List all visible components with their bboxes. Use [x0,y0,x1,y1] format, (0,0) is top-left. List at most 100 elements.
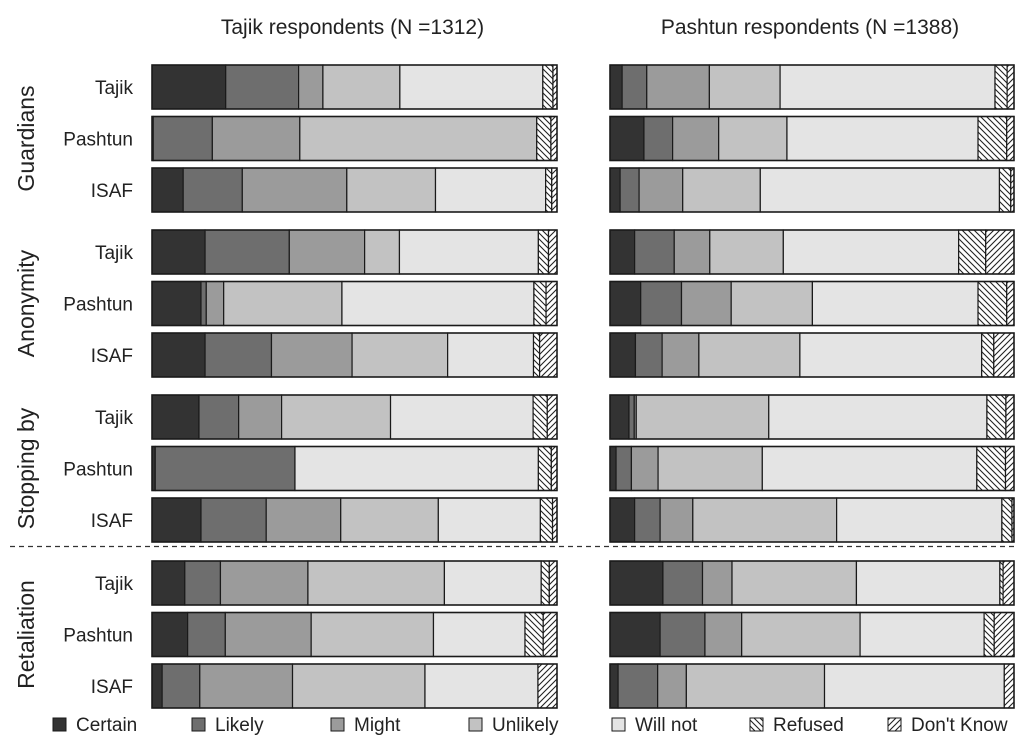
bar-segment-certain [609,560,664,606]
bar-segment-unlikely [307,560,446,606]
bar-segment-likely [640,280,683,327]
bar-segment-unlikely [310,611,435,658]
bar-segment-refused [986,394,1007,440]
bar-segment-refused [983,611,995,658]
group-label-retaliation: Retaliation [13,580,39,689]
bar-segment-will-not [799,332,983,378]
bar-segment-certain [609,663,619,709]
bar-outline [609,167,1015,213]
bar-segment-unlikely [709,229,784,275]
bar-segment-likely [200,280,207,327]
bar-segment-likely [634,229,675,275]
bar-segment-refused [998,167,1012,213]
legend-label-will-not: Will not [635,715,698,735]
bar-segment-might [672,115,720,162]
bar-segment-don-t-know [993,611,1015,658]
panel-title-pashtun: Pashtun respondents (N =1388) [661,16,959,39]
bar-segment-don-t-know [538,332,558,378]
bar-segment-will-not [294,445,539,492]
bar-segment-unlikely [731,560,858,606]
bar-segment-don-t-know [1003,663,1015,709]
bar-outline [151,229,558,275]
bar-segment-refused [532,332,541,378]
bar-segment-unlikely [281,394,392,440]
bar-outline [151,280,558,327]
bar-segment-don-t-know [993,332,1015,378]
bar-segment-might [638,167,684,213]
bar-outline [609,280,1015,327]
bar-outline [151,394,558,440]
row-label-isaf: ISAF [91,346,133,367]
bar-segment-will-not [768,394,988,440]
bar-segment-likely [154,445,296,492]
bar-segment-might [199,663,294,709]
bar-segment-refused [537,229,550,275]
bar-outline [151,497,558,543]
legend-swatch-refused [749,717,764,732]
legend-label-refused: Refused [773,715,844,735]
row-label-isaf: ISAF [91,181,133,202]
bar-segment-might [630,445,659,492]
bar-segment-likely [621,64,648,110]
row-label-tajik: Tajik [95,243,134,264]
bar-segment-unlikely [741,611,861,658]
bar-segment-certain [151,394,200,440]
bar-segment-certain [151,229,206,275]
bar-segment-will-not [759,167,1001,213]
bar-segment-refused [545,167,553,213]
bar-segment-refused [540,560,550,606]
bar-outline [609,115,1015,162]
bar-segment-might [680,280,732,327]
bar-segment-refused [536,115,552,162]
bar-segment-will-not [782,229,960,275]
bar-segment-might [646,64,710,110]
bar-segment-unlikely [730,280,814,327]
bar-segment-unlikely [322,64,401,110]
bar-segment-unlikely [718,115,788,162]
bar-segment-unlikely [698,332,801,378]
bar-outline [151,445,558,492]
bar-segment-unlikely [351,332,449,378]
bar-segment-unlikely [657,445,763,492]
bar-segment-likely [634,497,661,543]
bar-segment-certain [609,445,617,492]
bar-segment-might [704,611,743,658]
bar-segment-will-not [761,445,978,492]
bar-segment-unlikely [364,229,401,275]
bar-segment-will-not [399,64,544,110]
bar-segment-unlikely [692,497,838,543]
bar-segment-refused [533,280,547,327]
bar-segment-will-not [398,229,539,275]
row-label-pashtun: Pashtun [63,295,133,316]
bar-segment-refused [1001,497,1013,543]
bar-segment-unlikely [223,280,343,327]
legend-label-don-t-know: Don't Know [911,715,1008,735]
bar-segment-might [219,560,309,606]
bar-segment-don-t-know [545,280,558,327]
bar-outline [609,229,1015,275]
bar-segment-don-t-know [550,445,558,492]
bar-segment-certain [151,332,206,378]
legend-swatch-likely [191,717,206,732]
legend-swatch-might [330,717,345,732]
bar-segment-certain [151,497,202,543]
bar-segment-might [673,229,711,275]
bar-segment-don-t-know [548,560,558,606]
bar-segment-refused [524,611,544,658]
legend-swatch-don-t-know [887,717,902,732]
bar-segment-likely [634,332,663,378]
legend-swatch-unlikely [468,717,483,732]
bar-outline [151,611,558,658]
bar-segment-certain [151,64,227,110]
bar-segment-will-not [424,663,539,709]
bar-segment-likely [182,167,243,213]
bar-segment-will-not [434,167,547,213]
bar-segment-certain [609,394,630,440]
bar-segment-might [224,611,312,658]
bar-segment-don-t-know [1002,560,1015,606]
bar-segment-might [288,229,366,275]
bar-segment-will-not [447,332,535,378]
bar-segment-refused [958,229,987,275]
bar-segment-might [661,332,700,378]
